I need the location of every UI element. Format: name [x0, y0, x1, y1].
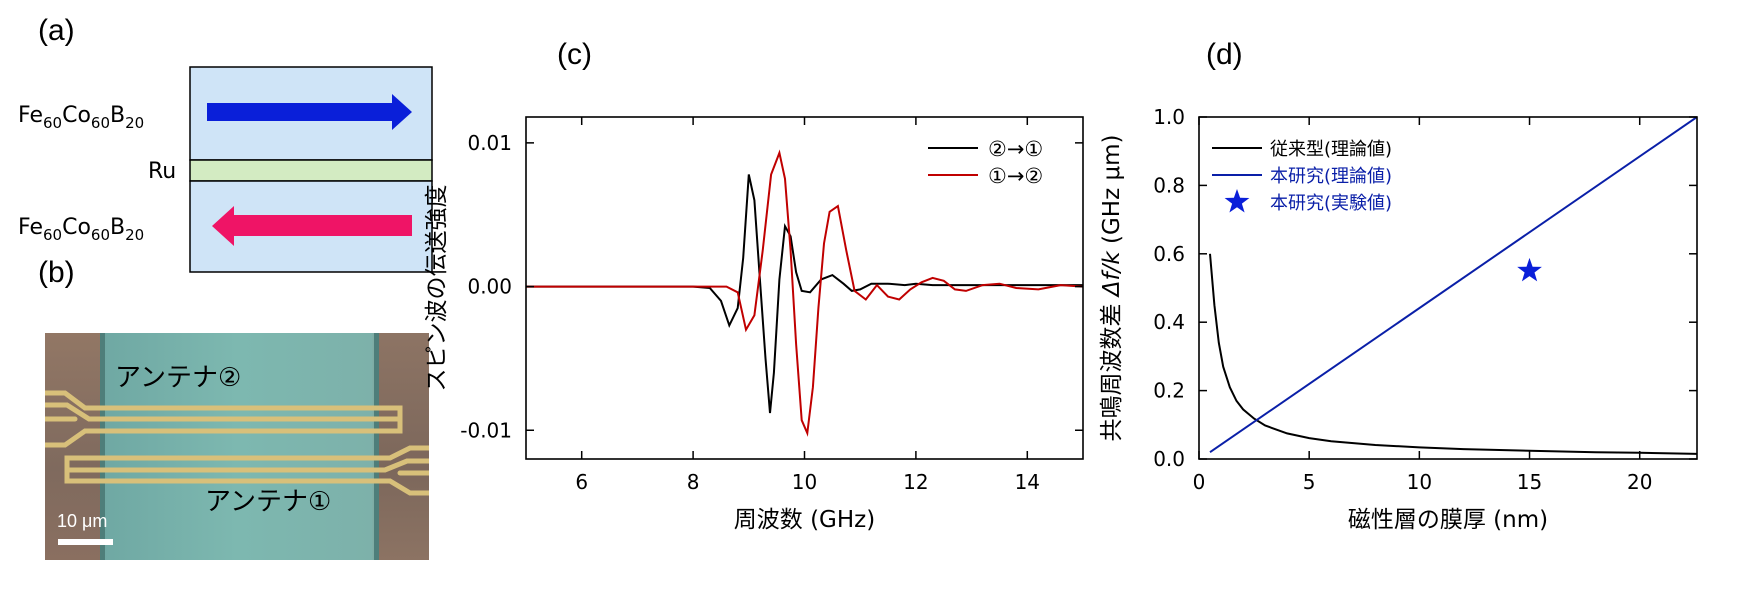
x-tick-label: 5 [1303, 470, 1316, 494]
legend-label-2: ①→② [988, 164, 1043, 188]
y-tick-label: 0.00 [467, 275, 512, 299]
y-axis-label-text: 共鳴周波数差 Δf/k (GHz μm) [1099, 134, 1125, 441]
legend-swatch-star [1224, 189, 1250, 213]
antenna-1-label: アンテナ① [205, 487, 332, 517]
x-tick-label: 14 [1015, 470, 1040, 494]
data-point-star [1517, 257, 1542, 282]
x-axis-label: 周波数 (GHz) [734, 507, 875, 533]
y-tick-label: 0.8 [1153, 173, 1185, 197]
antenna-electrodes [45, 390, 429, 496]
spacer-label: Ru [148, 159, 176, 184]
panel-label-d: (d) [1206, 38, 1243, 71]
y-axis-label: 共鳴周波数差 Δf/k (GHz μm) [1099, 134, 1125, 441]
series-line-2 [526, 149, 1083, 437]
right-film-edge [374, 333, 379, 560]
panel-label-a: (a) [38, 14, 75, 47]
left-film-edge [100, 333, 105, 560]
y-tick-label: -0.01 [460, 418, 512, 442]
y-tick-label: 0.0 [1153, 447, 1185, 471]
y-tick-label: 0.4 [1153, 310, 1185, 334]
x-tick-label: 10 [792, 470, 817, 494]
x-tick-label: 20 [1627, 470, 1652, 494]
scale-bar-label: 10 μm [57, 511, 108, 531]
y-tick-label: 0.01 [467, 131, 512, 155]
antenna-2-label: アンテナ② [115, 363, 242, 393]
panel-label-b: (b) [38, 256, 75, 289]
scale-bar [58, 539, 113, 545]
y-tick-label: 1.0 [1153, 105, 1185, 129]
y-axis-label-unit: (GHz μm) [1099, 134, 1125, 244]
y-tick-label: 0.6 [1153, 242, 1185, 266]
series-line-2 [1209, 117, 1697, 454]
x-tick-label: 0 [1193, 470, 1206, 494]
x-tick-label: 10 [1407, 470, 1432, 494]
x-tick-label: 12 [903, 470, 928, 494]
y-axis-label: スピン波の伝送強度 [424, 185, 450, 392]
arrow-right-icon [207, 94, 412, 130]
y-tick-label: 0.2 [1153, 379, 1185, 403]
y-axis-label-symbol: Δf/k [1099, 244, 1125, 298]
legend-label-2: 本研究(理論値) [1270, 166, 1392, 187]
antenna-micrograph: アンテナ② アンテナ① 10 μm [45, 333, 429, 560]
y-axis-label-main: 共鳴周波数差 [1099, 296, 1125, 441]
plot-frame [1198, 116, 1698, 460]
top-layer-label: Fe60Co60B20 [18, 103, 144, 132]
arrow-left-icon [212, 206, 412, 246]
x-tick-label: 15 [1517, 470, 1542, 494]
series-line-1 [526, 174, 1083, 414]
x-tick-label: 6 [575, 470, 588, 494]
x-axis-label: 磁性層の膜厚 (nm) [1348, 507, 1548, 533]
legend-label-1: 従来型(理論値) [1270, 139, 1392, 160]
legend-label-3: 本研究(実験値) [1270, 193, 1392, 214]
x-tick-label: 8 [687, 470, 700, 494]
panel-label-c: (c) [557, 38, 592, 71]
series-line-1 [1209, 253, 1697, 455]
layer-diagram: Fe60Co60B20 Ru Fe60Co60B20 [18, 66, 433, 273]
legend-label-1: ②→① [988, 137, 1043, 161]
bottom-layer-label: Fe60Co60B20 [18, 215, 144, 244]
